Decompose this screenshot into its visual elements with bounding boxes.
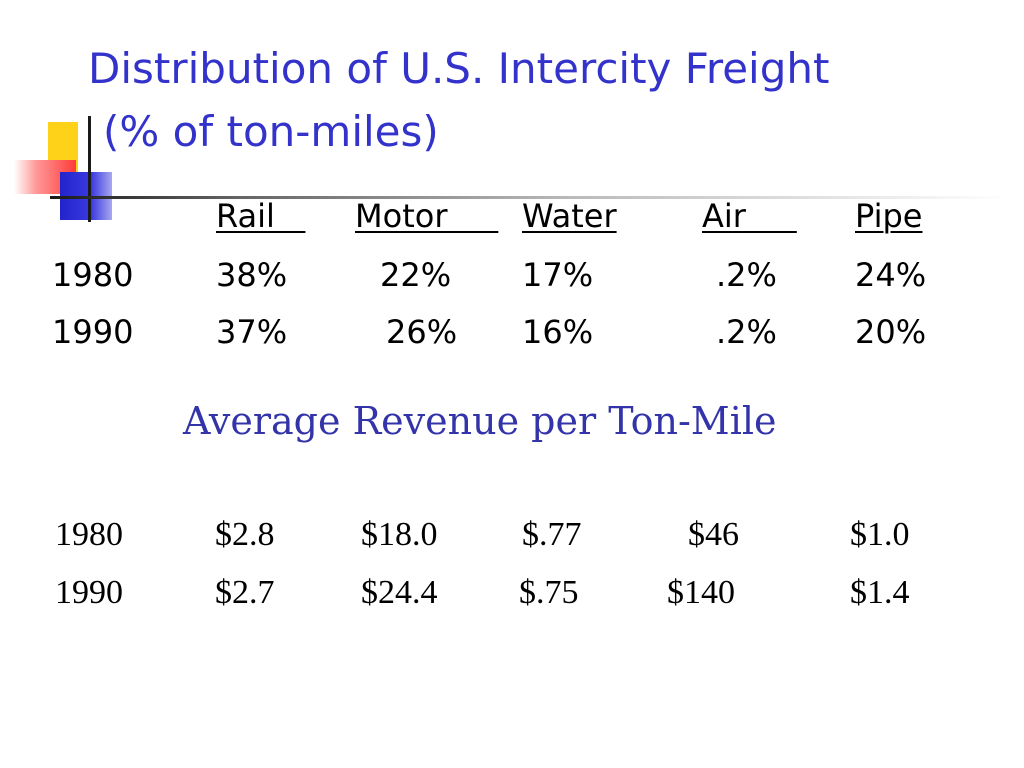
freight-pipe-value: 24% [855,256,927,294]
freight-rail-value: 38% [216,256,288,294]
freight-water-value: 17% [522,256,594,294]
header-motor: Motor [355,197,499,235]
freight-air-value: .2% [716,313,777,351]
revenue-pipe-value: $1.0 [850,516,910,553]
revenue-pipe-value: $1.4 [850,574,910,611]
slide-title-line-1: Distribution of U.S. Intercity Freight [88,44,830,93]
freight-motor-value: 26% [386,313,458,351]
header-water: Water [522,197,617,235]
revenue-air-value: $140 [667,574,735,611]
revenue-water-value: $.77 [522,516,582,553]
revenue-motor-value: $24.4 [361,574,438,611]
header-air: Air [702,197,797,235]
horizontal-rule-decoration [50,196,1010,199]
revenue-rail-value: $2.7 [215,574,275,611]
freight-rail-value: 37% [216,313,288,351]
header-rail: Rail [216,197,306,235]
revenue-air-value: $46 [688,516,739,553]
vertical-rule-decoration [88,116,91,222]
freight-water-value: 16% [522,313,594,351]
revenue-rail-value: $2.8 [215,516,275,553]
revenue-motor-value: $18.0 [361,516,438,553]
revenue-heading: Average Revenue per Ton-Mile [183,399,777,443]
slide-title-line-2: (% of ton-miles) [103,107,439,156]
freight-motor-value: 22% [380,256,452,294]
revenue-water-value: $.75 [519,574,579,611]
revenue-year: 1990 [55,574,123,611]
freight-air-value: .2% [716,256,777,294]
header-pipe: Pipe [855,197,923,235]
freight-year: 1990 [52,313,134,351]
freight-pipe-value: 20% [855,313,927,351]
freight-year: 1980 [52,256,134,294]
revenue-year: 1980 [55,516,123,553]
